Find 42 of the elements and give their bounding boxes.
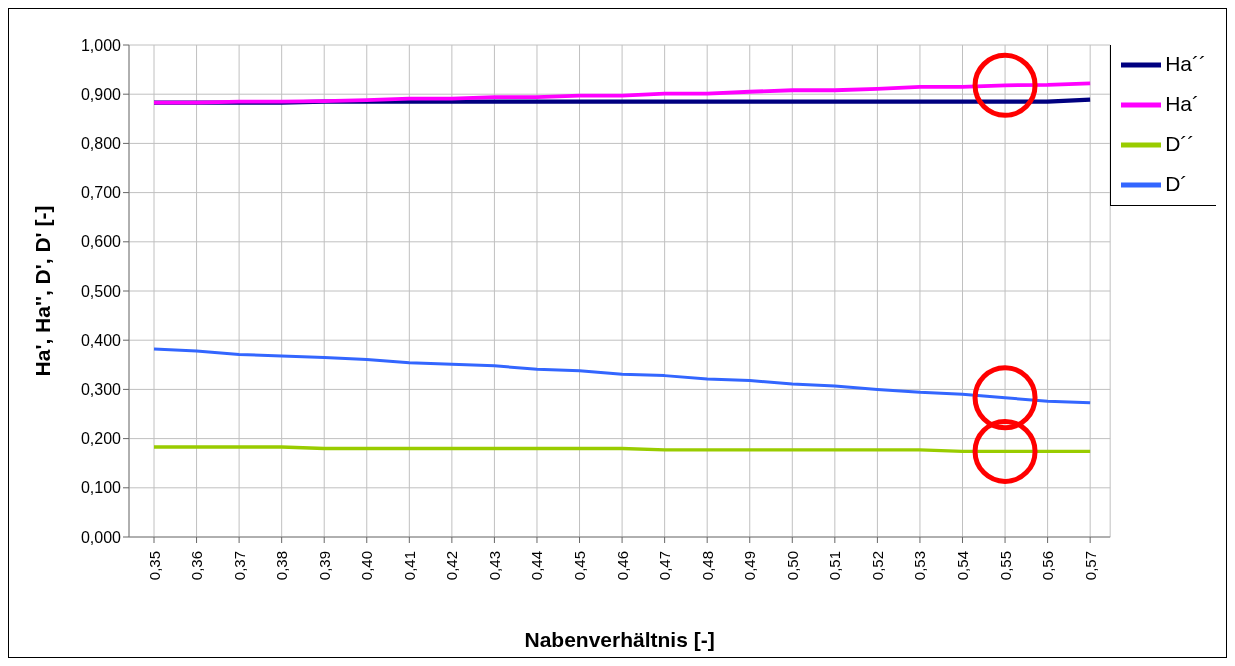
x-axis-title: Nabenverhältnis [-] <box>524 628 715 651</box>
x-tick-label: 0,38 <box>273 551 291 581</box>
x-tick-label: 0,48 <box>698 551 716 581</box>
x-tick-label: 0,37 <box>230 551 248 581</box>
x-tick-label: 0,41 <box>400 551 418 581</box>
y-tick-label: 0,200 <box>80 430 122 448</box>
x-tick-label: 0,55 <box>996 551 1014 581</box>
x-tick-label: 0,51 <box>826 551 844 581</box>
line-series <box>152 347 1092 405</box>
y-tick-label: 0,000 <box>80 528 122 546</box>
x-tick-label: 0,45 <box>571 551 589 581</box>
x-tick-label: 0,36 <box>188 551 206 581</box>
y-tick-label: 0,900 <box>80 85 122 103</box>
legend-label: Ha´ <box>1165 91 1199 115</box>
x-tick-label: 0,47 <box>656 551 674 581</box>
x-tick-label: 0,44 <box>528 551 546 581</box>
y-tick-label: 0,500 <box>80 282 122 300</box>
y-tick-label: 0,300 <box>80 381 122 399</box>
y-tick-label: 0,700 <box>80 184 122 202</box>
x-tick-label: 0,57 <box>1081 551 1099 581</box>
x-tick-label: 0,42 <box>443 551 461 581</box>
legend-label: D´´ <box>1165 131 1195 155</box>
y-tick-label: 1,000 <box>80 36 122 54</box>
legend-label: D´ <box>1165 171 1188 195</box>
x-tick-label: 0,50 <box>783 551 801 581</box>
y-tick-label: 0,100 <box>80 479 122 497</box>
x-tick-label: 0,56 <box>1039 551 1057 581</box>
x-tick-label: 0,40 <box>358 551 376 581</box>
x-tick-label: 0,52 <box>868 551 886 581</box>
y-axis-title: Ha', Ha'', D', D' [-] <box>31 205 55 377</box>
x-tick-label: 0,49 <box>741 551 759 581</box>
y-tick-label: 0,400 <box>80 331 122 349</box>
x-tick-label: 0,35 <box>145 551 163 581</box>
x-tick-label: 0,46 <box>613 551 631 581</box>
y-tick-label: 0,600 <box>80 233 122 251</box>
x-tick-label: 0,53 <box>911 551 929 581</box>
y-tick-label: 0,800 <box>80 135 122 153</box>
legend-label: Ha´´ <box>1165 51 1206 75</box>
x-tick-label: 0,39 <box>315 551 333 581</box>
x-tick-label: 0,43 <box>485 551 503 581</box>
line-series <box>152 81 1093 105</box>
x-tick-label: 0,54 <box>954 551 971 581</box>
